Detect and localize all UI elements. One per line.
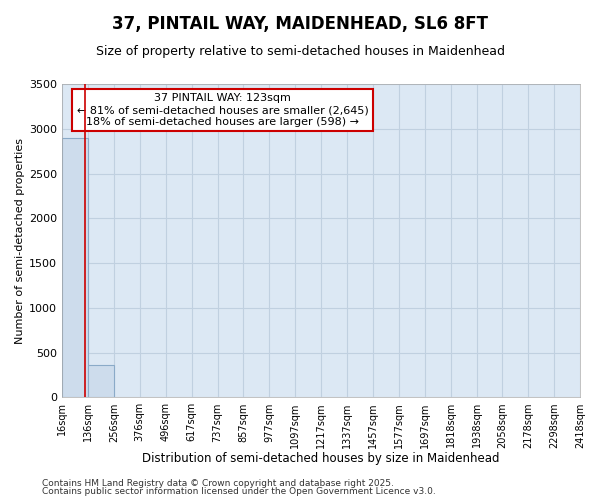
Bar: [62, 138, 88, 398]
Bar: [88, 365, 114, 398]
Text: Contains HM Land Registry data © Crown copyright and database right 2025.: Contains HM Land Registry data © Crown c…: [42, 478, 394, 488]
Y-axis label: Number of semi-detached properties: Number of semi-detached properties: [15, 138, 25, 344]
Text: 37 PINTAIL WAY: 123sqm
← 81% of semi-detached houses are smaller (2,645)
18% of : 37 PINTAIL WAY: 123sqm ← 81% of semi-det…: [77, 94, 368, 126]
Text: Contains public sector information licensed under the Open Government Licence v3: Contains public sector information licen…: [42, 487, 436, 496]
Text: 37, PINTAIL WAY, MAIDENHEAD, SL6 8FT: 37, PINTAIL WAY, MAIDENHEAD, SL6 8FT: [112, 15, 488, 33]
X-axis label: Distribution of semi-detached houses by size in Maidenhead: Distribution of semi-detached houses by …: [142, 452, 500, 465]
Text: Size of property relative to semi-detached houses in Maidenhead: Size of property relative to semi-detach…: [95, 45, 505, 58]
